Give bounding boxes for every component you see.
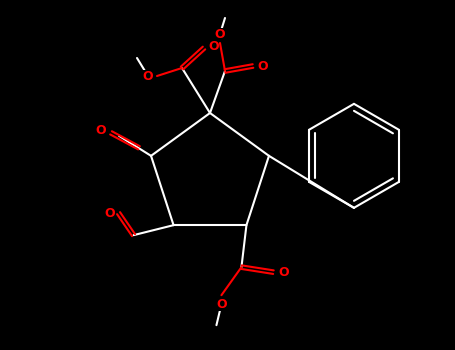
Text: O: O xyxy=(104,206,115,220)
Text: O: O xyxy=(215,28,225,41)
Text: O: O xyxy=(258,60,268,72)
Text: O: O xyxy=(209,40,219,52)
Text: O: O xyxy=(216,298,227,311)
Text: O: O xyxy=(278,266,289,279)
Text: O: O xyxy=(96,124,106,137)
Text: O: O xyxy=(143,70,153,83)
